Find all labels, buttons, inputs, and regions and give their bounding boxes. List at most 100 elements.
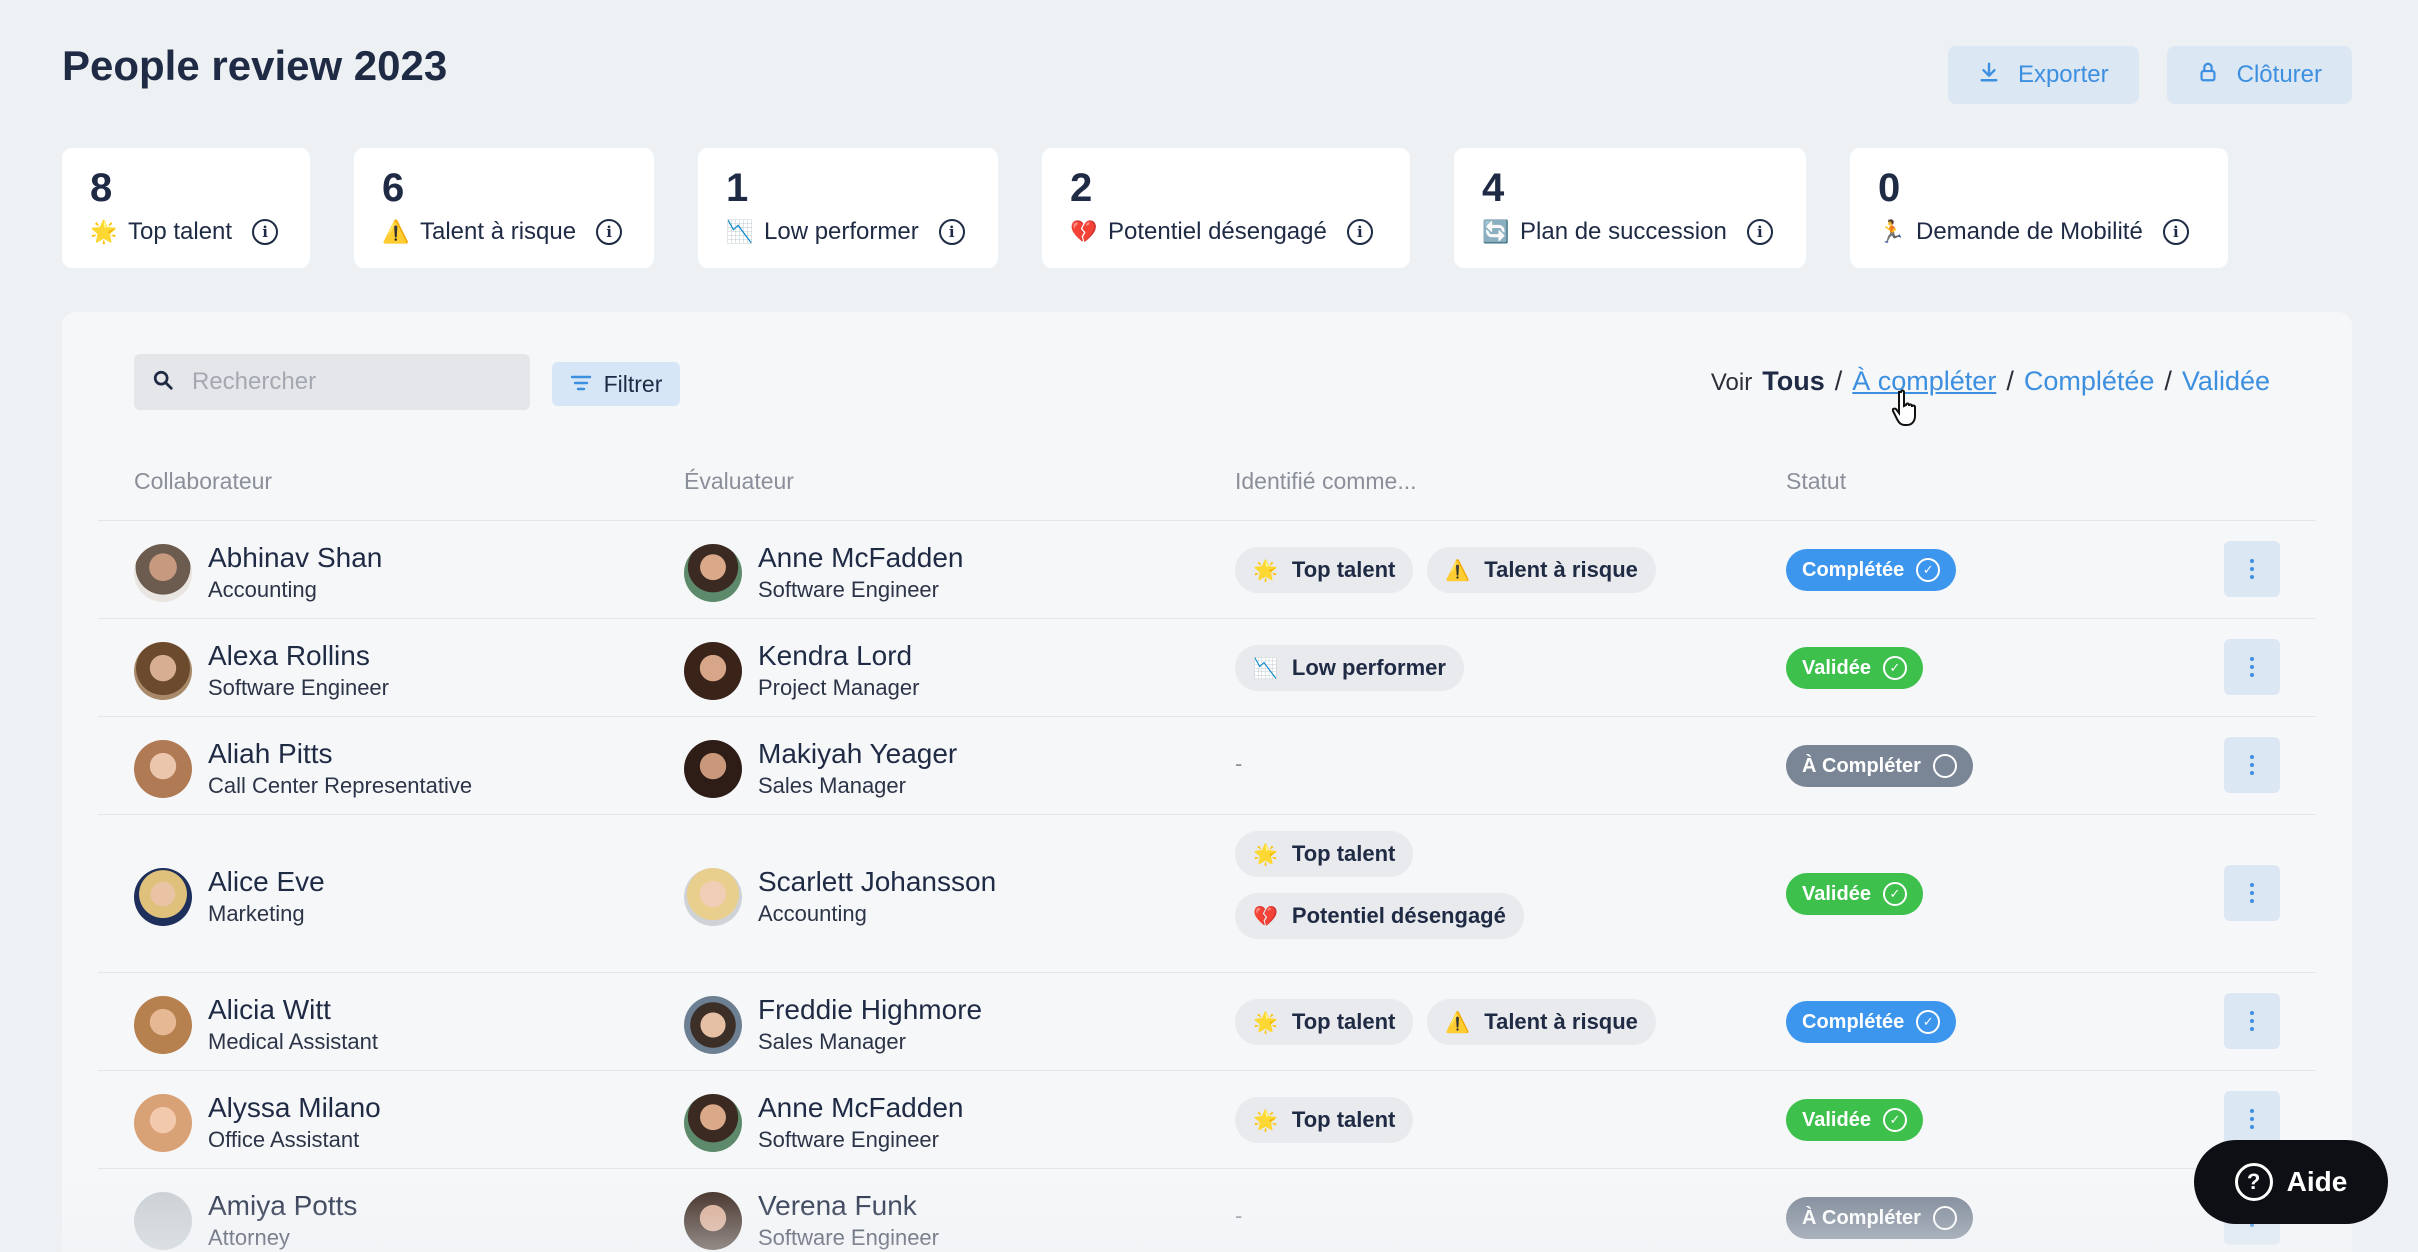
search-input[interactable] bbox=[192, 368, 512, 396]
circle-icon bbox=[1932, 754, 1957, 778]
evaluator-cell: Makiyah Yeager Sales Manager bbox=[684, 737, 957, 801]
status-badge: À Compléter bbox=[1786, 745, 1973, 787]
view-completed-link[interactable]: Complétée bbox=[2023, 366, 2155, 396]
info-icon[interactable]: i bbox=[596, 219, 623, 245]
avatar bbox=[684, 868, 742, 926]
stat-count: 1 bbox=[726, 166, 749, 210]
avatar bbox=[134, 1192, 192, 1250]
collaborator-name[interactable]: Alexa Rollins bbox=[208, 640, 370, 671]
evaluator-cell: Kendra Lord Project Manager bbox=[684, 639, 919, 703]
evaluator-cell: Scarlett Johansson Accounting bbox=[684, 865, 996, 929]
stat-card-potentiel-desengage[interactable]: 2 💔 Potentiel désengagé i bbox=[1042, 148, 1410, 268]
evaluator-role: Accounting bbox=[758, 901, 867, 926]
table-row[interactable]: Amiya Potts Attorney Verena Funk Software … bbox=[98, 1168, 2316, 1252]
avatar bbox=[134, 996, 192, 1054]
stat-label: Low performer bbox=[764, 218, 919, 245]
identified-cell: 🌟 Top talent bbox=[1235, 1097, 1795, 1143]
collaborator-department: Office Assistant bbox=[208, 1127, 360, 1152]
stat-count: 6 bbox=[382, 166, 405, 210]
info-icon[interactable]: i bbox=[252, 219, 279, 245]
row-actions-menu-button[interactable] bbox=[2224, 737, 2280, 793]
repeat-icon: 🔄 bbox=[1482, 219, 1510, 244]
stat-card-demande-de-mobilite[interactable]: 0 🏃 Demande de Mobilité i bbox=[1850, 148, 2228, 268]
collaborator-name[interactable]: Alice Eve bbox=[208, 866, 325, 897]
warning-icon: ⚠️ bbox=[1445, 1011, 1471, 1034]
stats-bar: 8 🌟 Top talent i 6 ⚠️ Talent à risque i 1 📉 L… bbox=[62, 148, 2228, 268]
collaborator-name[interactable]: Amiya Potts bbox=[208, 1190, 358, 1221]
tag-top-talent: 🌟 Top talent bbox=[1235, 999, 1414, 1045]
view-all[interactable]: Tous bbox=[1762, 366, 1825, 396]
question-icon: ? bbox=[2234, 1163, 2273, 1201]
identified-cell: 🌟 Top talent ⚠️ Talent à risque bbox=[1235, 999, 1795, 1045]
empty-value: - bbox=[1235, 1203, 1243, 1228]
collaborator-department: Marketing bbox=[208, 901, 305, 926]
row-actions-menu-button[interactable] bbox=[2224, 541, 2280, 597]
info-icon[interactable]: i bbox=[938, 219, 965, 245]
identified-cell: 🌟 Top talent 💔 Potentiel désengagé bbox=[1235, 831, 1575, 939]
top-actions: Exporter Clôturer bbox=[1947, 46, 2352, 104]
column-header-evaluator: Évaluateur bbox=[684, 468, 794, 494]
help-button[interactable]: ? Aide bbox=[2194, 1140, 2388, 1224]
stat-label: Plan de succession bbox=[1520, 218, 1727, 245]
collaborator-name[interactable]: Abhinav Shan bbox=[208, 542, 383, 573]
help-label: Aide bbox=[2286, 1166, 2348, 1197]
info-icon[interactable]: i bbox=[2162, 219, 2189, 245]
row-actions-menu-button[interactable] bbox=[2224, 993, 2280, 1049]
evaluator-name: Verena Funk bbox=[758, 1190, 917, 1221]
table-row[interactable]: Abhinav Shan Accounting Anne McFadden Soft… bbox=[98, 520, 2316, 618]
evaluator-name: Freddie Highmore bbox=[758, 994, 983, 1025]
view-validated-link[interactable]: Validée bbox=[2181, 366, 2270, 396]
row-actions-menu-button[interactable] bbox=[2224, 1091, 2280, 1147]
collaborator-department: Medical Assistant bbox=[208, 1029, 378, 1054]
warning-icon: ⚠️ bbox=[1445, 559, 1471, 582]
column-header-status: Statut bbox=[1786, 468, 1847, 494]
evaluator-cell: Freddie Highmore Sales Manager bbox=[684, 993, 982, 1057]
review-panel: Filtrer Voir Tous / À compléter / Complé… bbox=[62, 312, 2352, 1252]
chart-down-icon: 📉 bbox=[726, 219, 754, 244]
export-button[interactable]: Exporter bbox=[1947, 46, 2139, 104]
collaborator-department: Software Engineer bbox=[208, 675, 389, 700]
filter-button[interactable]: Filtrer bbox=[552, 362, 680, 406]
info-icon[interactable]: i bbox=[1746, 219, 1773, 245]
warning-icon: ⚠️ bbox=[382, 219, 410, 244]
page-title: People review 2023 bbox=[62, 42, 448, 89]
info-icon[interactable]: i bbox=[1346, 219, 1373, 245]
table-row[interactable]: Alexa Rollins Software Engineer Kendra Lo… bbox=[98, 618, 2316, 716]
tag-potentiel-desengage: 💔 Potentiel désengagé bbox=[1235, 893, 1524, 939]
table-row[interactable]: Alice Eve Marketing Scarlett Johansson Acc… bbox=[98, 814, 2316, 972]
collaborator-name[interactable]: Aliah Pitts bbox=[208, 738, 333, 769]
check-circle-icon: ✓ bbox=[1882, 1108, 1907, 1132]
collaborator-department: Accounting bbox=[208, 577, 317, 602]
identified-cell: - bbox=[1235, 1203, 1242, 1229]
stat-card-low-performer[interactable]: 1 📉 Low performer i bbox=[698, 148, 998, 268]
collaborator-name[interactable]: Alyssa Milano bbox=[208, 1092, 381, 1123]
stat-count: 8 bbox=[90, 166, 113, 210]
avatar bbox=[684, 1094, 742, 1152]
stat-card-top-talent[interactable]: 8 🌟 Top talent i bbox=[62, 148, 310, 268]
status-badge: Validée ✓ bbox=[1786, 647, 1923, 689]
table-row[interactable]: Alyssa Milano Office Assistant Anne McFad… bbox=[98, 1070, 2316, 1168]
export-label: Exporter bbox=[2017, 61, 2109, 88]
search-box[interactable] bbox=[134, 354, 530, 410]
row-actions-menu-button[interactable] bbox=[2224, 639, 2280, 695]
stat-card-plan-de-succession[interactable]: 4 🔄 Plan de succession i bbox=[1454, 148, 1806, 268]
stat-card-talent-a-risque[interactable]: 6 ⚠️ Talent à risque i bbox=[354, 148, 654, 268]
avatar bbox=[134, 868, 192, 926]
star-icon: 🌟 bbox=[1253, 843, 1278, 866]
star-icon: 🌟 bbox=[90, 219, 118, 244]
table-row[interactable]: Alicia Witt Medical Assistant Freddie Hig… bbox=[98, 972, 2316, 1070]
avatar bbox=[684, 642, 742, 700]
evaluator-role: Sales Manager bbox=[758, 773, 906, 798]
stat-count: 4 bbox=[1482, 166, 1505, 210]
collaborator-name[interactable]: Alicia Witt bbox=[208, 994, 331, 1025]
table-row[interactable]: Aliah Pitts Call Center Representative Ma… bbox=[98, 716, 2316, 814]
chart-down-icon: 📉 bbox=[1253, 657, 1278, 680]
evaluator-role: Software Engineer bbox=[758, 1225, 939, 1250]
view-separator: / bbox=[2164, 366, 2172, 396]
empty-value: - bbox=[1235, 751, 1243, 776]
close-review-label: Clôturer bbox=[2236, 61, 2322, 88]
close-review-button[interactable]: Clôturer bbox=[2166, 46, 2352, 104]
row-actions-menu-button[interactable] bbox=[2224, 865, 2280, 921]
view-filter: Voir Tous / À compléter / Complétée / Va… bbox=[1711, 366, 2270, 397]
view-to-complete-link[interactable]: À compléter bbox=[1852, 366, 1997, 396]
